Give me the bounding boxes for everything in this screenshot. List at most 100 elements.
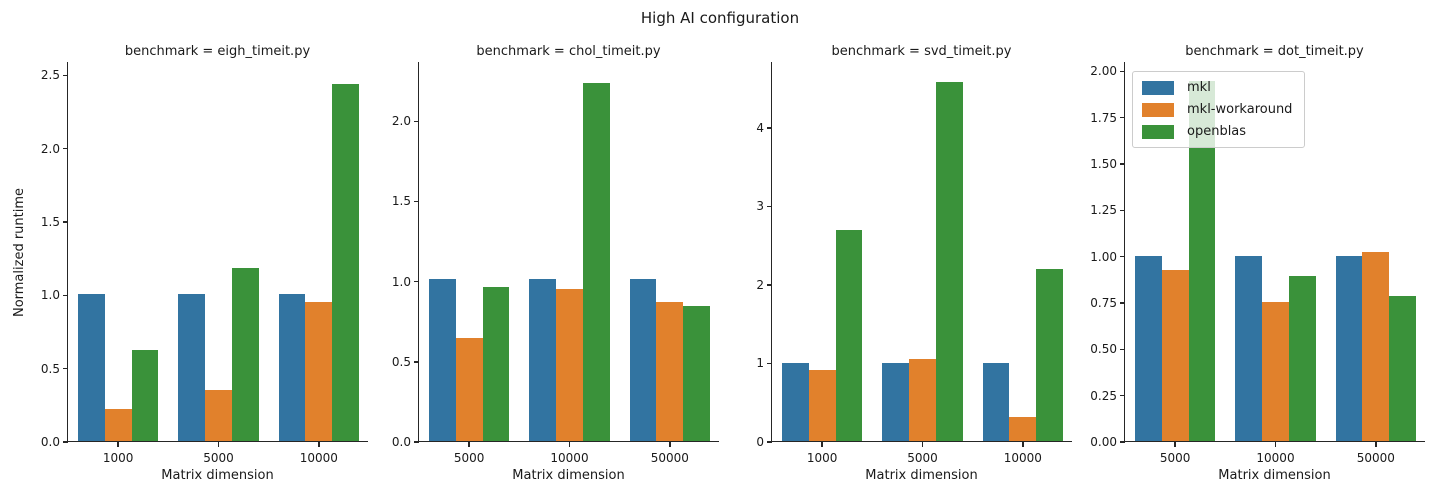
y-tick-label: 1.00 [1090,249,1117,264]
bar-openblas-10000 [332,84,359,441]
y-tick-label: 2.0 [391,114,411,129]
y-tick-mark [1120,209,1125,211]
x-tick-label: 5000 [453,451,485,465]
bar-mkl-1000 [782,362,809,441]
y-tick-mark [414,361,419,363]
y-tick-label: 2.0 [40,141,60,156]
y-axis-label: Normalized runtime [11,62,29,442]
bar-mkl-workaround-5000 [455,338,483,441]
y-tick-label: 1.25 [1090,203,1117,218]
legend-label: openblas [1187,124,1247,139]
bar-mkl-workaround-10000 [1009,416,1037,441]
y-tick-label: 2 [756,277,764,292]
x-axis-label: Matrix dimension [1218,468,1331,483]
plot-area-dot_timeit.py: 0.00 0.25 0.50 0.75 1.00 1.25 1.50 1.75 2.00 5000… [1090,62,1425,465]
bar-mkl-5000 [1135,255,1162,441]
x-tick-label: 10000 [550,451,589,465]
y-tick-label: 0.5 [391,354,411,369]
y-tick-mark [414,280,419,283]
bar-openblas-50000 [1389,296,1416,441]
y-tick-label: 0.75 [1090,295,1117,310]
bar-openblas-10000 [1288,276,1316,441]
y-tick-mark [63,74,68,76]
y-tick-mark [1120,163,1125,165]
y-tick-mark [414,200,419,203]
y-axis-label-text: Normalized runtime [12,187,28,317]
bar-openblas-1000 [835,229,863,441]
x-tick-mark [318,442,320,447]
y-tick-mark [1120,302,1125,304]
x-tick-mark [1022,442,1024,447]
facet-title: benchmark = eigh_timeit.py [124,44,311,59]
x-axis-label: Matrix dimension [865,468,978,483]
x-tick-mark [1375,442,1377,447]
facet-dot_timeit.py: benchmark = dot_timeit.py 0.00 0.25 0.50 0.7… [1090,0,1425,500]
x-tick-label: 1000 [102,451,134,465]
bar-mkl-5000 [429,279,456,441]
legend-item-mkl-workaround: mkl-workaround [1142,102,1292,117]
bar-mkl-50000 [629,279,657,441]
y-tick-mark [1120,70,1125,72]
bar-openblas-1000 [131,350,159,441]
x-tick-mark [921,442,924,447]
bar-mkl-workaround-10000 [305,301,333,441]
y-tick-mark [63,367,68,370]
bar-mkl-workaround-5000 [909,358,936,441]
y-tick-label: 2.5 [40,68,60,83]
y-tick-label: 0 [756,435,764,449]
y-tick-mark [63,294,68,296]
bar-mkl-workaround-1000 [104,408,132,441]
y-tick-label: 2.00 [1090,64,1117,79]
y-tick-label: 0.25 [1090,388,1117,403]
bar-openblas-10000 [582,83,610,441]
y-tick-mark [414,441,419,443]
y-tick-mark [1120,394,1125,397]
bar-openblas-5000 [482,287,510,441]
y-tick-mark [767,441,772,443]
y-tick-mark [1120,441,1125,443]
facet-title: benchmark = chol_timeit.py [476,44,661,59]
y-tick-mark [63,441,68,443]
y-tick-mark [1120,116,1125,119]
x-tick-label: 10000 [1003,451,1042,465]
bar-mkl-10000 [1235,255,1263,441]
x-tick-label: 5000 [203,451,234,465]
bar-mkl-50000 [1335,255,1363,441]
bar-mkl-workaround-5000 [1161,270,1189,441]
bar-mkl-workaround-50000 [656,301,684,441]
bar-mkl-10000 [278,294,306,441]
y-tick-label: 1 [756,356,764,371]
x-tick-mark [217,442,220,447]
y-tick-mark [767,127,772,129]
bar-mkl-workaround-50000 [1362,251,1390,441]
y-tick-mark [63,221,68,223]
bar-mkl-5000 [882,362,910,441]
bar-mkl-10000 [982,362,1010,441]
legend-item-mkl: mkl [1142,80,1292,95]
x-tick-mark [1274,442,1277,447]
x-tick-mark [1174,442,1176,447]
legend-swatch-mkl [1142,80,1174,95]
x-tick-mark [821,442,823,447]
bar-openblas-50000 [683,306,710,441]
plot-area-svd_timeit.py: 0 1 2 3 4 1000 5000 10000 [756,62,1072,465]
bar-mkl-5000 [178,294,206,441]
x-tick-mark [468,442,470,447]
bar-mkl-workaround-1000 [808,369,836,441]
y-tick-label: 1.75 [1090,110,1117,125]
y-tick-label: 0.00 [1090,435,1117,449]
y-tick-label: 1.5 [391,194,411,209]
y-tick-label: 0.50 [1090,342,1117,357]
legend-label: mkl-workaround [1187,102,1293,117]
x-tick-label: 50000 [650,451,689,465]
y-tick-label: 3 [756,199,764,214]
plot-area-chol_timeit.py: 0.0 0.5 1.0 1.5 2.0 5000 10000 50000 [392,62,719,465]
figure-suptitle: High AI configuration [640,9,800,27]
y-tick-label: 1.0 [40,288,60,303]
bar-openblas-5000 [231,267,259,441]
y-tick-mark [414,120,419,122]
legend: mkl mkl-workaround openblas [1132,71,1306,148]
y-tick-mark [767,284,772,286]
x-tick-label: 1000 [806,451,838,465]
